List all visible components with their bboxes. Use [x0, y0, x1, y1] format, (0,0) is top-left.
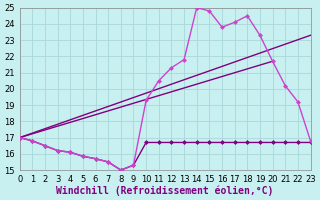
X-axis label: Windchill (Refroidissement éolien,°C): Windchill (Refroidissement éolien,°C) — [56, 185, 274, 196]
